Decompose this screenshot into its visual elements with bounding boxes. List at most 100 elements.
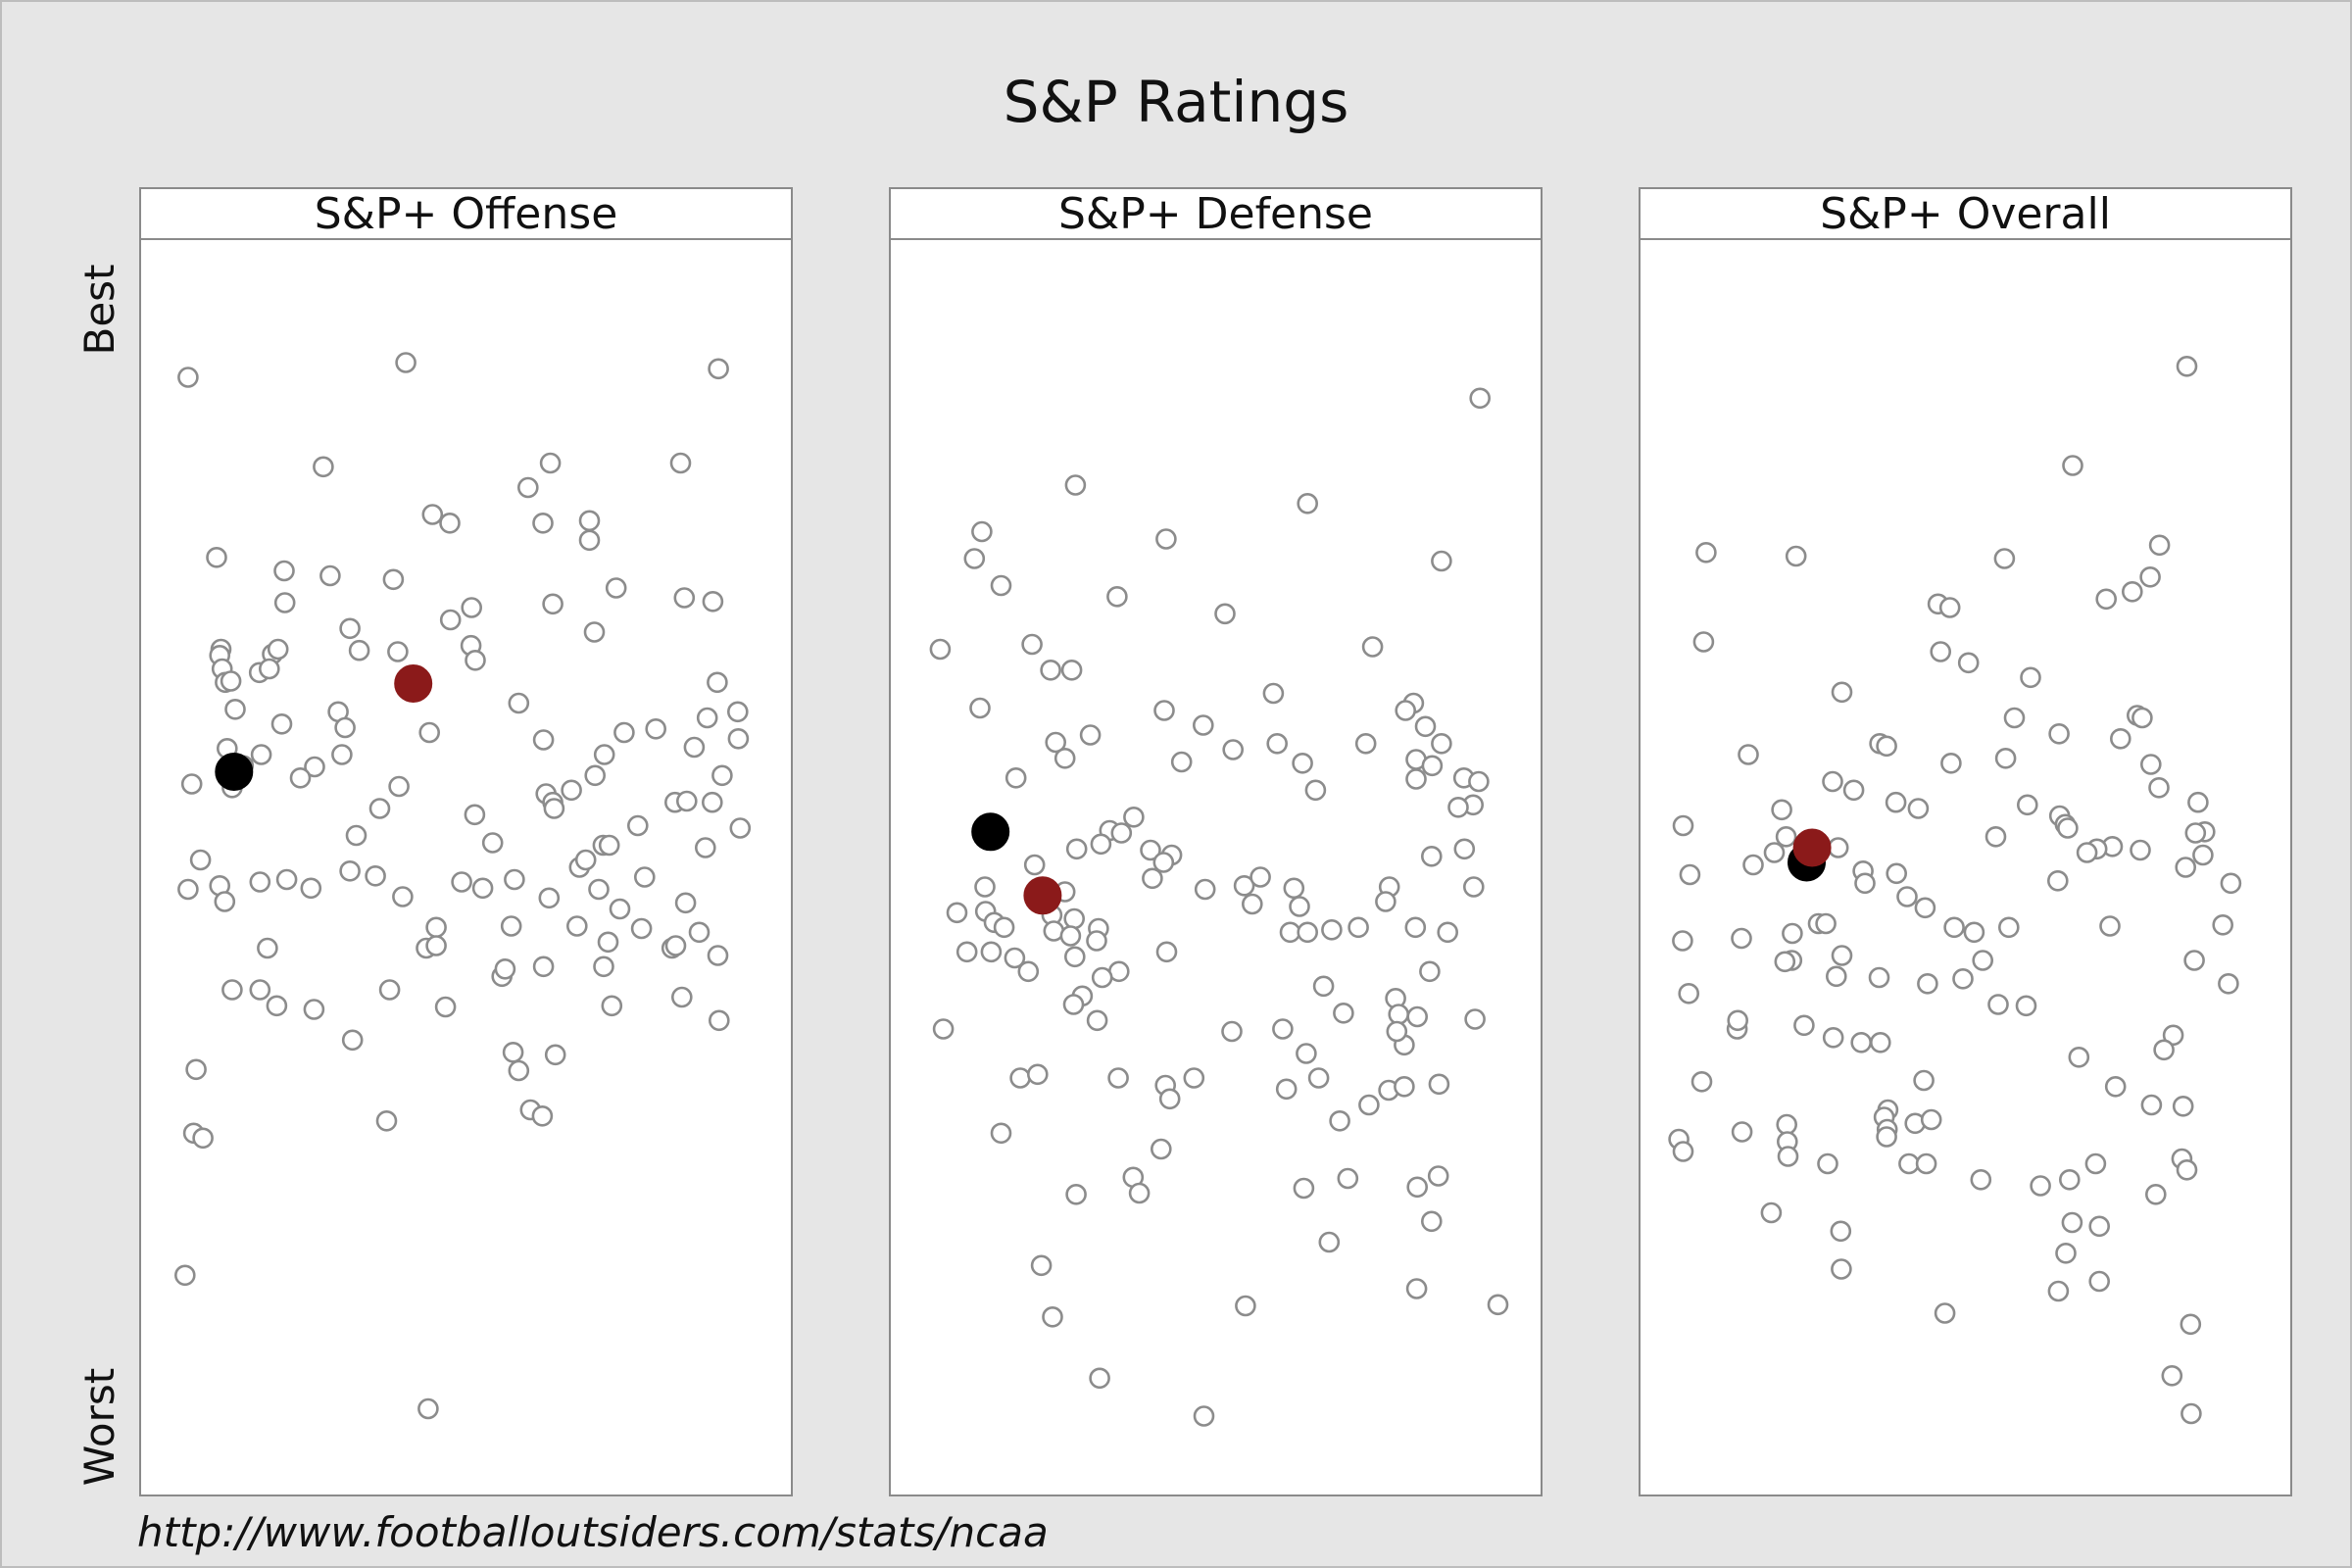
data-point xyxy=(1469,387,1491,410)
data-point xyxy=(2180,1402,2202,1425)
data-point xyxy=(1815,912,1837,935)
data-point xyxy=(1672,930,1693,952)
data-point xyxy=(1142,867,1163,890)
data-point xyxy=(670,986,693,1008)
data-point xyxy=(1404,916,1427,939)
data-point xyxy=(539,452,562,474)
data-point xyxy=(1361,636,1384,658)
data-point xyxy=(1934,1302,1956,1324)
data-point xyxy=(1431,550,1452,572)
data-point xyxy=(494,957,516,980)
data-point xyxy=(1183,1067,1205,1089)
data-point xyxy=(645,717,667,740)
data-point xyxy=(421,504,444,525)
data-point xyxy=(609,898,631,920)
panel-1: S&P+ Defense xyxy=(889,187,1543,1496)
data-point xyxy=(1776,1113,1797,1136)
data-point xyxy=(1004,766,1027,789)
data-point xyxy=(465,649,486,671)
data-point xyxy=(593,956,614,978)
data-point xyxy=(2192,844,2214,866)
data-point xyxy=(674,892,697,914)
data-point xyxy=(1358,1094,1380,1116)
data-point xyxy=(1266,732,1288,755)
panel-title: S&P+ Offense xyxy=(315,189,618,239)
data-point xyxy=(673,587,696,609)
data-point xyxy=(1993,548,2016,569)
data-point xyxy=(2059,1169,2081,1191)
data-point xyxy=(1760,1201,1783,1224)
data-point xyxy=(1275,1078,1298,1101)
data-point xyxy=(1678,982,1699,1004)
data-point xyxy=(578,529,601,552)
data-point xyxy=(1045,731,1066,754)
data-point xyxy=(1405,1278,1428,1299)
data-point xyxy=(289,766,312,789)
data-point xyxy=(1970,1169,1992,1191)
panel-plot-area xyxy=(139,238,793,1496)
data-point xyxy=(1437,921,1458,944)
data-point xyxy=(1690,1071,1713,1093)
data-point xyxy=(1870,1032,1891,1054)
data-point xyxy=(1913,1069,1935,1092)
data-point xyxy=(2176,1159,2198,1181)
data-point xyxy=(1984,825,2007,848)
data-point xyxy=(365,864,386,887)
data-point xyxy=(2176,355,2198,377)
data-point xyxy=(584,764,607,787)
data-point xyxy=(1289,896,1310,917)
data-point xyxy=(1312,975,1335,998)
data-point xyxy=(971,520,993,543)
data-point xyxy=(2132,707,2153,729)
data-point xyxy=(1822,770,1843,793)
data-point xyxy=(1155,941,1178,963)
panel-strip xyxy=(1639,187,2292,240)
data-point xyxy=(339,617,361,640)
data-point xyxy=(1304,779,1327,802)
data-point xyxy=(319,564,341,587)
data-point xyxy=(544,1044,566,1066)
data-point xyxy=(508,692,530,714)
data-point xyxy=(1957,652,1980,674)
data-point xyxy=(1431,732,1452,755)
data-point xyxy=(313,456,334,478)
data-point xyxy=(250,744,272,765)
data-point xyxy=(1914,897,1936,919)
data-point xyxy=(1321,918,1343,941)
data-point xyxy=(2162,1024,2184,1047)
data-point xyxy=(378,979,401,1001)
data-point xyxy=(2122,580,2143,603)
data-point xyxy=(2184,822,2207,844)
data-point xyxy=(2180,1313,2202,1336)
data-point xyxy=(1155,528,1177,550)
data-point xyxy=(2148,776,2170,799)
data-point xyxy=(963,548,986,569)
data-point xyxy=(1414,715,1437,738)
data-point xyxy=(2030,1175,2051,1197)
data-point xyxy=(707,671,728,694)
data-point xyxy=(1140,839,1161,861)
data-point xyxy=(1388,1004,1409,1025)
data-point xyxy=(1272,1018,1294,1040)
data-point xyxy=(990,574,1012,597)
data-point xyxy=(2015,995,2037,1017)
highlight-point-0 xyxy=(971,812,1010,852)
data-point xyxy=(1938,597,1961,618)
data-point xyxy=(2003,707,2026,729)
data-point xyxy=(1994,747,2017,769)
data-point xyxy=(1742,854,1764,876)
data-point xyxy=(439,609,462,631)
data-point xyxy=(1059,925,1082,947)
data-point xyxy=(1738,744,1759,765)
data-point xyxy=(395,352,416,373)
data-point xyxy=(597,931,619,954)
panel-title: S&P+ Defense xyxy=(1058,189,1373,239)
data-point xyxy=(1296,1043,1317,1064)
data-point xyxy=(177,367,199,388)
source-link[interactable]: http://www.footballoutsiders.com/stats/n… xyxy=(137,1508,1049,1556)
data-point xyxy=(675,790,698,812)
data-point xyxy=(516,476,539,499)
data-point xyxy=(1782,922,1803,945)
data-point xyxy=(1063,907,1085,930)
